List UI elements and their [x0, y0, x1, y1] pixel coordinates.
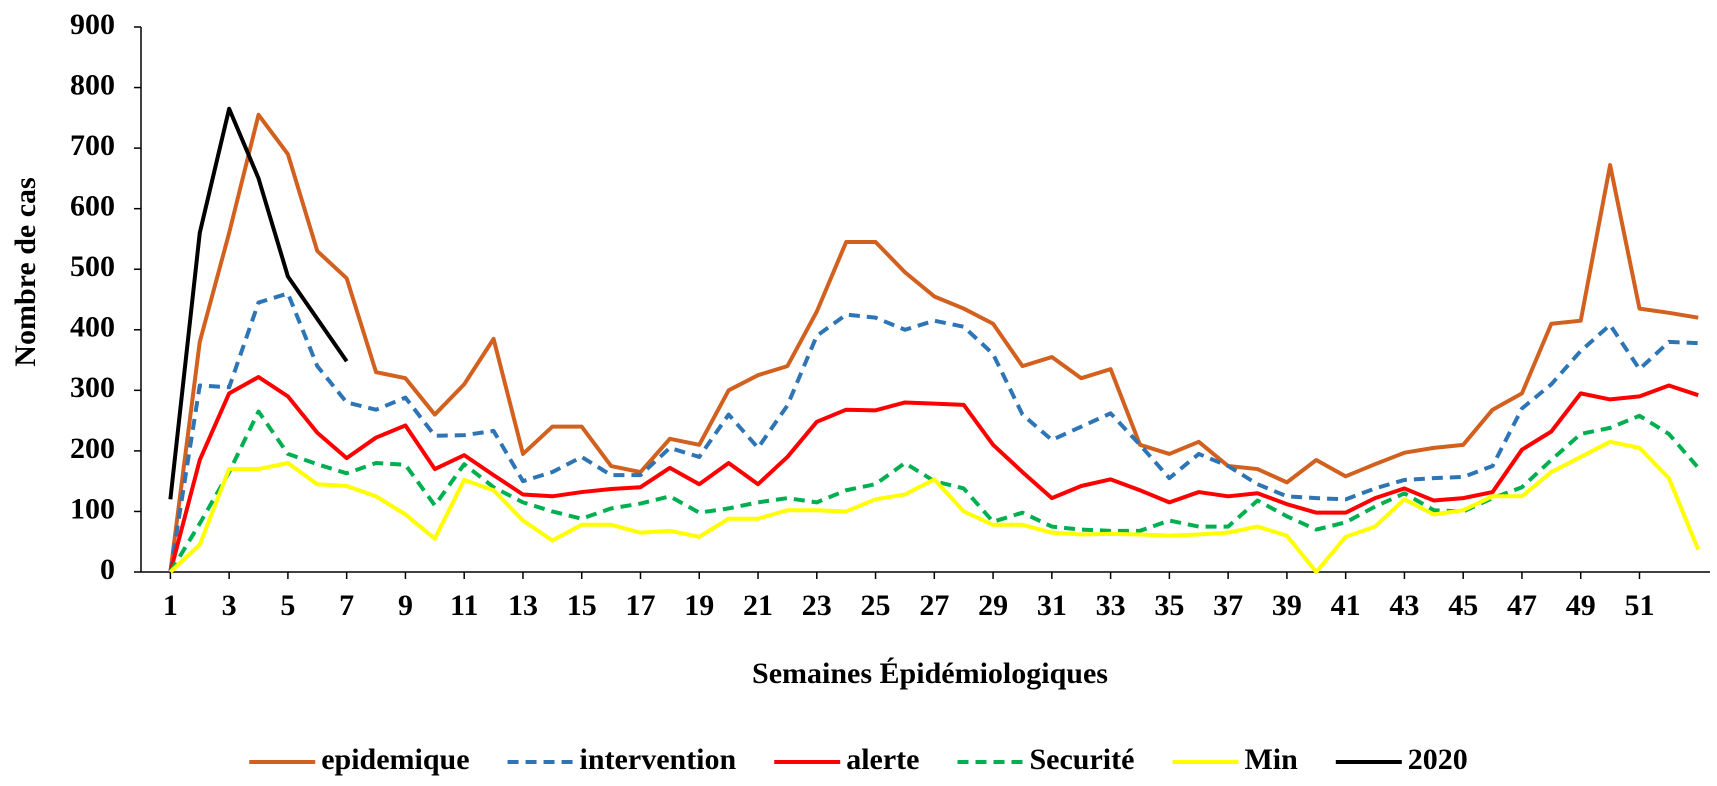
legend-label: Min [1244, 743, 1298, 776]
series-line [168, 112, 1699, 573]
x-tick-label: 51 [1624, 589, 1654, 622]
x-tick-label: 45 [1448, 589, 1478, 622]
x-tick-label: 33 [1096, 589, 1126, 622]
x-tick-label: 47 [1507, 589, 1537, 622]
series-line [168, 291, 1699, 573]
x-tick-label: 39 [1272, 589, 1302, 622]
x-tick-label: 11 [450, 589, 478, 622]
series-line [169, 439, 1701, 574]
x-tick-label: 21 [743, 589, 773, 622]
x-tick-label: 37 [1213, 589, 1243, 622]
legend-label: 2020 [1408, 743, 1468, 776]
x-tick-label: 41 [1331, 589, 1361, 622]
y-tick-label: 300 [70, 371, 115, 404]
y-tick-label: 900 [70, 8, 115, 41]
y-axis-title: Nombre de cas [9, 177, 42, 366]
x-tick-label: 7 [339, 589, 354, 622]
y-tick-label: 500 [70, 250, 115, 283]
series-line [168, 106, 349, 500]
y-tick-label: 700 [70, 129, 115, 162]
x-tick-label: 5 [280, 589, 295, 622]
x-tick-label: 49 [1566, 589, 1596, 622]
x-tick-label: 9 [398, 589, 413, 622]
y-tick-label: 100 [70, 492, 115, 525]
x-axis-title: Semaines Épidémiologiques [752, 657, 1108, 690]
x-tick-label: 35 [1154, 589, 1184, 622]
y-tick-label: 400 [70, 311, 115, 344]
x-tick-label: 31 [1037, 589, 1067, 622]
series-line [168, 375, 1699, 573]
y-tick-label: 600 [70, 190, 115, 223]
x-tick-label: 25 [861, 589, 891, 622]
x-tick-label: 17 [625, 589, 655, 622]
legend-label: epidemique [321, 743, 469, 776]
x-tick-label: 13 [508, 589, 538, 622]
y-tick-label: 0 [100, 553, 115, 586]
x-tick-label: 29 [978, 589, 1008, 622]
legend-label: alerte [846, 743, 919, 776]
x-tick-label: 1 [163, 589, 178, 622]
x-tick-label: 43 [1389, 589, 1419, 622]
legend-label: intervention [580, 743, 737, 776]
x-tick-label: 23 [802, 589, 832, 622]
x-tick-label: 3 [222, 589, 237, 622]
y-tick-label: 200 [70, 432, 115, 465]
x-tick-label: 27 [919, 589, 949, 622]
y-tick-label: 800 [70, 68, 115, 101]
legend-label: Securité [1029, 743, 1134, 776]
x-tick-label: 15 [567, 589, 597, 622]
x-tick-label: 19 [684, 589, 714, 622]
